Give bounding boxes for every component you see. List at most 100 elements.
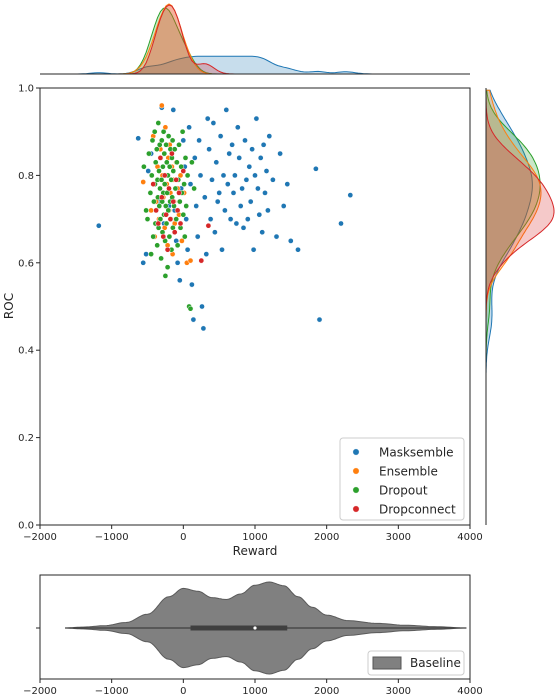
- legend-marker-dropout: [352, 486, 360, 494]
- violin-x-tick-label: −1000: [95, 686, 129, 697]
- y-axis-label: ROC: [2, 293, 16, 319]
- point-masksemble-57: [234, 124, 241, 131]
- point-masksemble-77: [263, 168, 270, 174]
- top-kde-masksemble: [40, 55, 470, 75]
- point-masksemble-59: [237, 203, 244, 209]
- point-dropout-79: [183, 203, 190, 209]
- point-dropout-4: [147, 190, 154, 196]
- point-masksemble-58: [236, 155, 243, 161]
- point-dropout-3: [146, 150, 152, 157]
- point-dropout-19: [155, 120, 162, 126]
- point-masksemble-36: [204, 115, 211, 122]
- legend-marker-masksemble: [352, 448, 360, 456]
- x-tick-label: 0: [180, 532, 186, 543]
- point-masksemble-82: [277, 150, 283, 157]
- point-masksemble-68: [250, 246, 257, 253]
- point-dropout-15: [153, 146, 160, 153]
- point-masksemble-27: [191, 155, 198, 161]
- point-dropout-34: [160, 128, 167, 135]
- point-dropconnect-0: [150, 181, 157, 187]
- point-masksemble-51: [226, 150, 233, 157]
- point-masksemble-56: [233, 220, 240, 227]
- point-masksemble-60: [239, 185, 245, 192]
- point-dropout-76: [181, 181, 187, 187]
- point-dropout-59: [169, 137, 176, 144]
- point-dropconnect-13: [171, 229, 178, 236]
- point-masksemble-62: [242, 137, 248, 144]
- point-masksemble-78: [265, 207, 271, 214]
- scatter-legend: Masksemble Ensemble Dropout Dropconnect: [339, 437, 465, 521]
- point-dropout-84: [191, 185, 197, 192]
- point-masksemble-67: [249, 146, 255, 153]
- point-dropconnect-8: [164, 246, 171, 253]
- violin-body: [65, 581, 467, 675]
- point-masksemble-38: [207, 216, 214, 222]
- point-dropout-40: [162, 203, 169, 209]
- violin-median: [253, 626, 257, 630]
- point-dropout-0: [141, 163, 147, 170]
- violin-legend: Baseline: [367, 650, 465, 676]
- point-dropout-83: [189, 159, 195, 166]
- point-masksemble-50: [224, 181, 231, 187]
- point-dropconnect-15: [174, 207, 181, 214]
- x-tick-label: 3000: [386, 532, 411, 543]
- violin-plot: −2000 −1000 0 1000 2000 3000 4000 Baseline: [23, 574, 483, 697]
- point-masksemble-33: [200, 325, 207, 332]
- point-ensemble-8: [158, 102, 165, 109]
- scatter-points: [95, 102, 354, 332]
- point-ensemble-1: [148, 207, 154, 214]
- x-tick-label: 1000: [242, 532, 267, 543]
- x-axis-ticks: −2000 −1000 0 1000 2000 3000 4000: [23, 525, 483, 543]
- violin-legend-label: Baseline: [410, 656, 461, 670]
- point-masksemble-88: [316, 316, 323, 323]
- point-masksemble-40: [210, 120, 217, 126]
- point-dropout-74: [179, 128, 186, 135]
- y-tick-label: 0.2: [18, 433, 34, 444]
- point-masksemble-37: [206, 146, 212, 153]
- point-dropout-21: [156, 168, 162, 174]
- point-masksemble-35: [203, 251, 210, 257]
- legend-box: [339, 437, 465, 521]
- point-masksemble-66: [247, 198, 254, 205]
- point-dropout-51: [166, 163, 173, 170]
- point-masksemble-34: [201, 194, 208, 201]
- point-dropconnect-20: [205, 222, 212, 229]
- right-kde-masksemble: [485, 89, 533, 373]
- point-dropout-63: [171, 146, 178, 153]
- point-masksemble-24: [187, 181, 194, 187]
- point-dropout-42: [163, 220, 170, 227]
- point-ensemble-0: [140, 179, 147, 185]
- point-masksemble-89: [338, 220, 344, 227]
- point-masksemble-16: [174, 259, 181, 266]
- point-dropout-85: [162, 273, 169, 279]
- point-dropout-70: [176, 198, 183, 205]
- point-masksemble-48: [222, 207, 228, 214]
- point-masksemble-4: [145, 168, 152, 174]
- point-dropout-65: [173, 216, 180, 222]
- x-tick-label: −1000: [95, 532, 129, 543]
- point-masksemble-74: [259, 229, 266, 236]
- point-dropout-69: [176, 141, 182, 148]
- point-dropout-61: [170, 168, 177, 174]
- point-dropconnect-17: [177, 220, 184, 227]
- point-masksemble-41: [212, 229, 218, 236]
- point-dropout-16: [154, 242, 161, 249]
- legend-label-dropout: Dropout: [379, 484, 428, 498]
- point-masksemble-55: [232, 172, 238, 179]
- point-dropout-7: [149, 137, 156, 144]
- point-masksemble-21: [183, 216, 190, 222]
- point-masksemble-45: [217, 133, 224, 139]
- point-dropout-2: [144, 216, 151, 222]
- point-dropconnect-6: [161, 172, 168, 179]
- violin-legend-swatch: [372, 656, 402, 670]
- point-masksemble-79: [266, 133, 273, 139]
- point-masksemble-64: [244, 216, 251, 222]
- point-masksemble-71: [255, 185, 261, 192]
- point-masksemble-19: [180, 137, 187, 144]
- point-masksemble-69: [252, 172, 258, 179]
- right-marginal-kde: [485, 89, 555, 373]
- point-dropout-8: [150, 233, 157, 240]
- point-ensemble-32: [187, 257, 194, 264]
- legend-label-masksemble: Masksemble: [379, 446, 454, 460]
- point-dropout-78: [182, 155, 189, 161]
